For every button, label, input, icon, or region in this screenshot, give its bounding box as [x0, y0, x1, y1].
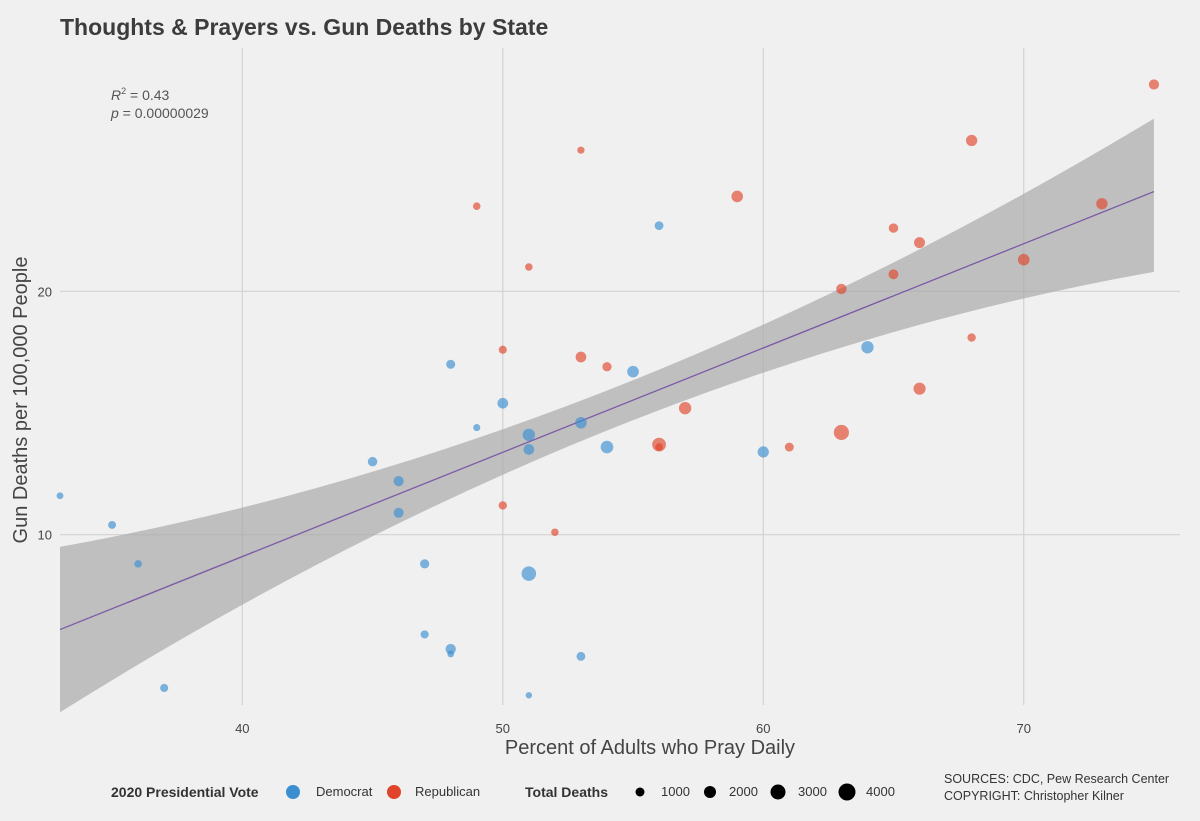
chart-title: Thoughts & Prayers vs. Gun Deaths by Sta… [60, 14, 548, 40]
republican-point-13 [836, 283, 847, 295]
legend-size-2000-marker [704, 786, 716, 798]
democrat-point-16 [521, 566, 537, 581]
y-axis-title: Gun Deaths per 100,000 People [10, 257, 32, 544]
republican-point-22 [1096, 198, 1108, 210]
republican-point-10 [678, 401, 692, 415]
points-layer [56, 79, 1160, 699]
republican-point-3 [525, 263, 533, 271]
legend-size-title: Total Deaths [525, 784, 608, 800]
democrat-point-3 [160, 683, 169, 693]
legend-size-3000-label: 3000 [798, 784, 827, 799]
sources-text: SOURCES: CDC, Pew Research Center [944, 772, 1169, 786]
legend-vote-title: 2020 Presidential Vote [111, 784, 259, 800]
democrat-point-7 [420, 559, 430, 569]
democrat-point-6 [393, 507, 404, 518]
x-tick-label-40: 40 [235, 721, 249, 736]
democrat-point-12 [473, 424, 481, 432]
republican-point-12 [784, 442, 794, 452]
legend-democrat-swatch [286, 785, 300, 799]
democrat-point-2 [134, 560, 142, 568]
republican-point-1 [498, 345, 507, 354]
legend-democrat-label: Democrat [316, 784, 373, 799]
legend-republican-swatch [387, 785, 401, 799]
democrat-point-18 [575, 416, 587, 429]
legend-size-1000-label: 1000 [661, 784, 690, 799]
democrat-point-4 [367, 456, 378, 467]
democrat-point-9 [446, 359, 456, 369]
democrat-point-11 [447, 650, 455, 658]
republican-point-23 [1148, 79, 1160, 90]
republican-point-4 [551, 528, 559, 537]
democrat-point-23 [757, 446, 769, 458]
y-tick-label-20: 20 [38, 284, 52, 299]
x-tick-label-60: 60 [756, 721, 770, 736]
democrat-point-8 [420, 630, 429, 639]
legend-republican-label: Republican [415, 784, 480, 799]
legend: 2020 Presidential Vote Democrat Republic… [111, 783, 895, 801]
democrat-point-10 [445, 643, 456, 655]
republican-point-14 [833, 424, 849, 441]
x-tick-label-70: 70 [1016, 721, 1030, 736]
democrat-point-20 [600, 440, 614, 454]
democrat-point-19 [576, 651, 586, 661]
democrat-point-24 [861, 341, 874, 354]
republican-point-2 [498, 501, 507, 510]
republican-point-19 [965, 134, 978, 147]
democrat-point-14 [522, 428, 536, 442]
democrat-point-0 [56, 492, 64, 500]
r-squared-annotation: R2 = 0.43 [111, 86, 170, 103]
legend-size-2000-label: 2000 [729, 784, 758, 799]
legend-size-3000-marker [770, 784, 786, 800]
confidence-band-layer [59, 118, 1155, 713]
republican-point-21 [1017, 253, 1030, 266]
democrat-point-13 [497, 397, 509, 409]
democrat-point-5 [393, 476, 404, 487]
republican-point-7 [602, 362, 612, 372]
republican-point-18 [913, 382, 926, 395]
democrat-point-17 [525, 692, 533, 699]
p-value-annotation: p = 0.00000029 [110, 105, 209, 121]
copyright-text: COPYRIGHT: Christopher Kilner [944, 789, 1124, 803]
republican-point-9 [655, 443, 663, 451]
y-tick-label-10: 10 [38, 528, 52, 543]
confidence-band [60, 118, 1154, 713]
legend-size-4000-label: 4000 [866, 784, 895, 799]
republican-point-5 [577, 146, 585, 154]
democrat-point-21 [627, 365, 639, 378]
republican-point-15 [888, 223, 899, 233]
legend-size-1000-marker [635, 787, 645, 797]
republican-point-11 [731, 190, 743, 203]
x-axis-title: Percent of Adults who Pray Daily [505, 737, 795, 759]
republican-point-17 [914, 237, 926, 249]
democrat-point-1 [108, 521, 117, 529]
republican-point-20 [967, 333, 976, 342]
republican-point-0 [472, 202, 481, 210]
democrat-point-15 [523, 444, 535, 455]
x-tick-label-50: 50 [496, 721, 510, 736]
tick-labels: 40 50 60 70 10 20 [38, 284, 1031, 736]
regression-line [59, 190, 1155, 631]
legend-size-4000-marker [838, 783, 856, 801]
democrat-point-22 [654, 221, 664, 231]
republican-point-6 [575, 351, 587, 363]
republican-point-16 [888, 269, 899, 280]
